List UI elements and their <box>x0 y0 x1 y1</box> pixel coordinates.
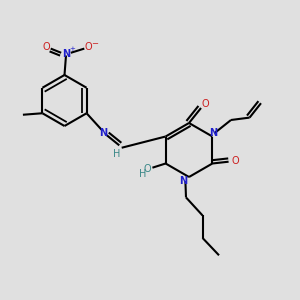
Text: O: O <box>231 156 239 166</box>
Text: N: N <box>62 49 70 59</box>
Text: O: O <box>201 99 209 109</box>
Text: O: O <box>43 42 50 52</box>
Text: −: − <box>92 39 99 48</box>
Text: N: N <box>99 128 107 138</box>
Text: H: H <box>112 149 120 159</box>
Text: O: O <box>143 164 151 174</box>
Text: H: H <box>139 169 146 179</box>
Text: N: N <box>179 176 188 186</box>
Text: O: O <box>85 42 92 52</box>
Text: +: + <box>70 46 76 52</box>
Text: N: N <box>209 128 217 139</box>
